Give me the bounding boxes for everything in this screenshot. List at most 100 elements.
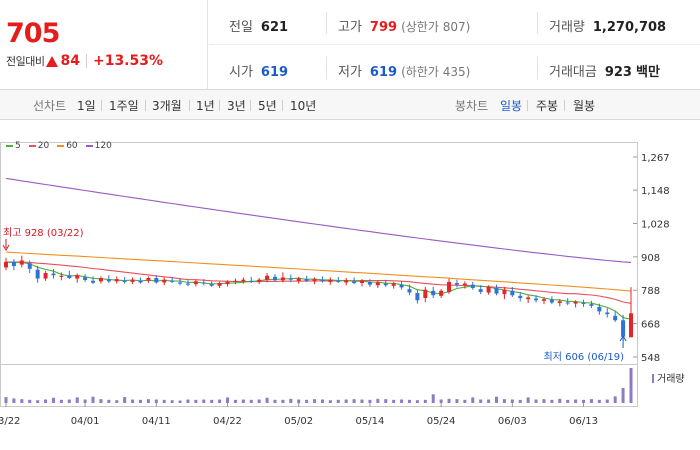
candle-body (11, 261, 16, 267)
candle-body (272, 276, 277, 281)
volume-bar (20, 399, 24, 403)
x-tick-label: 04/01 (71, 416, 100, 427)
candle-body (304, 279, 309, 281)
x-tick-label: 06/13 (569, 416, 598, 427)
volume-legend-label: 거래량 (657, 373, 685, 385)
volume-bar (392, 399, 396, 403)
candle-daily[interactable]: 일봉 (500, 99, 523, 113)
open-price: 시가 619 (229, 65, 289, 80)
volume-bar (336, 399, 340, 403)
candle-body (43, 272, 48, 279)
ma20-line (5, 261, 632, 304)
volume-bar (138, 399, 142, 403)
volume-bar (154, 399, 158, 403)
volume-bar (273, 399, 277, 403)
candle-body (178, 282, 183, 284)
candle-body (494, 288, 499, 294)
candle-body (209, 284, 214, 286)
candle-body (502, 289, 507, 295)
volume-bar (36, 400, 40, 403)
volume-bar (59, 399, 63, 403)
candle-body (605, 312, 610, 315)
candle-body (130, 279, 135, 282)
candle-body (106, 279, 111, 282)
ma60-line (5, 251, 632, 292)
candle-weekly[interactable]: 주봉 (536, 99, 559, 113)
candle-body (375, 282, 380, 286)
low-arrow-head (619, 335, 627, 342)
candle-body (225, 281, 230, 285)
ma120-line (5, 177, 632, 263)
volume-bar (218, 399, 222, 403)
volume-bar (67, 399, 71, 403)
candle-chart-label: 봉차트 (455, 99, 489, 113)
volume-bar (415, 400, 419, 403)
candle-body (613, 315, 618, 321)
volume-bar (210, 399, 214, 403)
candle-body (162, 279, 167, 283)
legend-ma20: 20 (28, 141, 49, 151)
ma-legend: 5 20 60 120 (6, 141, 120, 151)
volume-bar (170, 400, 174, 403)
volume-panel (0, 364, 638, 407)
volume-bar (629, 368, 633, 403)
y-tick-label: 1,148 (641, 186, 670, 197)
candle-body (407, 289, 412, 293)
row-divider (209, 44, 700, 45)
volume-bar (344, 399, 348, 403)
quote-summary: 705 전일대비 84 +13.53% (0, 0, 208, 90)
candle-body (565, 302, 570, 304)
high-annotation: 최고 928 (03/22) (3, 227, 84, 239)
x-tick-label: 05/24 (427, 416, 456, 427)
volume-bar (463, 399, 467, 403)
volume-bar (574, 399, 578, 403)
volume-bar (28, 399, 32, 403)
candle-body (423, 289, 428, 299)
period-1w[interactable]: 1주일 (109, 99, 139, 113)
volume-bar (91, 396, 95, 403)
volume-bar (265, 397, 269, 403)
period-1y[interactable]: 1년 (196, 99, 215, 113)
volume-bar (146, 399, 150, 403)
volume-legend-swatch (652, 374, 654, 383)
period-3y[interactable]: 3년 (227, 99, 246, 113)
candle-body (75, 275, 80, 279)
candle-body (589, 304, 594, 306)
volume-bar (162, 399, 166, 403)
y-tick-label: 908 (641, 253, 660, 264)
volume-bar (107, 399, 111, 403)
divider (537, 12, 538, 34)
candle-body (557, 301, 562, 304)
period-3m[interactable]: 3개월 (152, 99, 182, 113)
candle-body (138, 280, 143, 283)
candle-body (233, 280, 238, 282)
candle-body (360, 280, 365, 284)
volume-bar (44, 399, 48, 403)
period-10y[interactable]: 10년 (290, 99, 317, 113)
change-row: 전일대비 84 +13.53% (6, 53, 163, 69)
volume-bar (249, 399, 253, 403)
candle-body (534, 298, 539, 301)
volume-bar (257, 399, 261, 403)
candle-body (383, 283, 388, 286)
candle-body (288, 278, 293, 280)
candle-body (344, 280, 349, 283)
volume-bar (186, 399, 190, 403)
ma5-line (5, 261, 632, 320)
candle-body (367, 281, 372, 285)
candle-monthly[interactable]: 월봉 (573, 99, 596, 113)
period-1d[interactable]: 1일 (77, 99, 96, 113)
candle-body (170, 280, 175, 282)
candle-body (510, 290, 515, 296)
y-tick-label: 788 (641, 286, 660, 297)
candle-body (415, 293, 420, 301)
candle-body (193, 281, 198, 285)
volume-bar (589, 399, 593, 403)
change-divider (85, 54, 87, 68)
divider (326, 57, 327, 79)
volume-bar (313, 399, 317, 403)
period-5y[interactable]: 5년 (258, 99, 277, 113)
volume-bar (455, 399, 459, 403)
candle-body (154, 278, 159, 283)
